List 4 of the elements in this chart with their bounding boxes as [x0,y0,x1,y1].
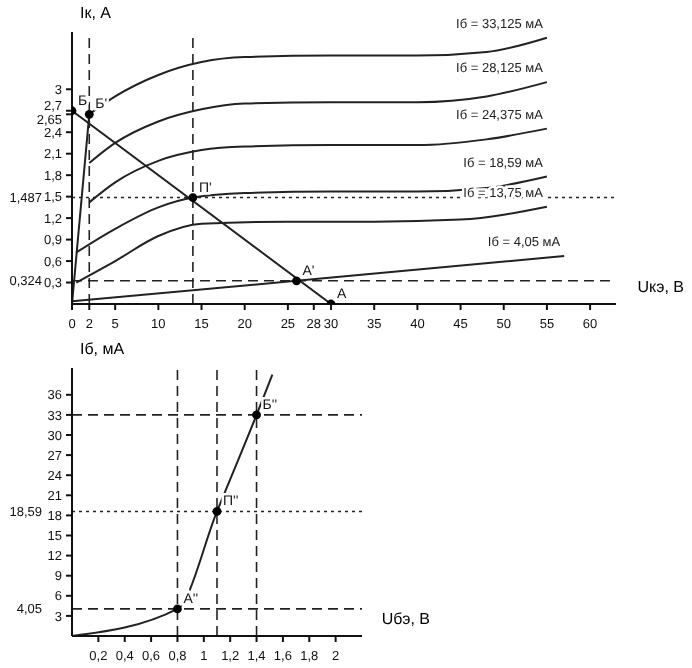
y-axis-title: Iк, А [80,4,112,22]
y-axis-title: Iб, мА [80,340,125,358]
x-axis-title: Uбэ, В [381,610,430,628]
x-axis-title: Uкэ, В [637,278,684,296]
